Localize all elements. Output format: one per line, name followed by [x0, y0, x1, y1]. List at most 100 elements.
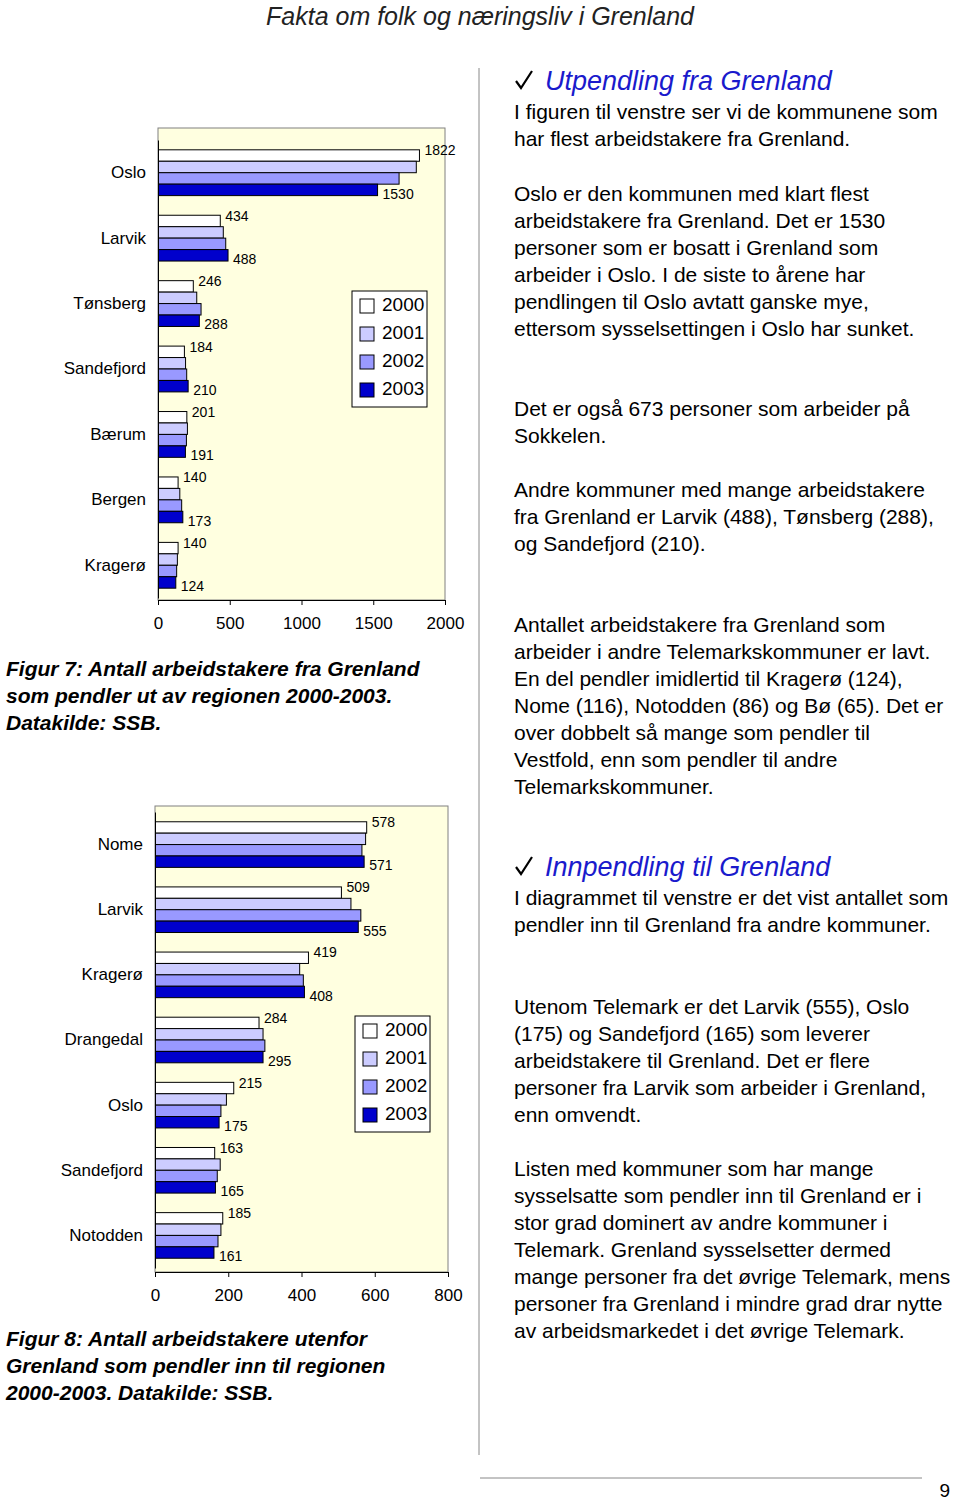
- section-heading: Innpendling til Grenland: [545, 852, 830, 883]
- legend-swatch: [363, 1052, 377, 1066]
- bar: [155, 898, 351, 909]
- tick: Sandefjord: [64, 359, 158, 378]
- legend: 2000 2001 2002 2003: [355, 1016, 430, 1132]
- tick-label: 2000: [427, 614, 465, 633]
- page-header: Fakta om folk og næringsliv i Grenland: [0, 2, 960, 31]
- plot-area: [155, 806, 448, 1272]
- paragraph: Andre kommuner med mange arbeidstakere f…: [514, 476, 954, 557]
- data-label: 175: [224, 1118, 248, 1134]
- data-label: 509: [346, 879, 370, 895]
- tick: Sandefjord: [61, 1161, 155, 1180]
- bar: [155, 1040, 265, 1051]
- chart: 0200400600800NomeLarvikKragerøDrangedalO…: [61, 806, 463, 1305]
- bar: [155, 1182, 215, 1193]
- bar: [158, 315, 199, 326]
- bar: [158, 184, 378, 195]
- bar: [155, 822, 367, 833]
- bar: [155, 1082, 234, 1093]
- data-label: 295: [268, 1053, 292, 1069]
- tick-label: 500: [216, 614, 244, 633]
- legend-item: 2002: [363, 1075, 427, 1096]
- bar: [155, 1224, 221, 1235]
- legend-item: 2003: [363, 1103, 427, 1124]
- legend-box: [355, 1016, 430, 1132]
- data-label: 571: [369, 857, 393, 873]
- legend-swatch: [360, 355, 374, 369]
- bar: [158, 346, 184, 357]
- bar: [155, 1051, 263, 1062]
- category-label: Kragerø: [82, 965, 143, 984]
- chart: 0500100015002000OsloLarvikTønsbergSandef…: [64, 128, 465, 633]
- y-axis: OsloLarvikTønsbergSandefjordBærumBergenK…: [64, 141, 159, 599]
- data-label: 191: [190, 447, 214, 463]
- tick: 400: [288, 1272, 316, 1305]
- figure-caption: Figur 7: Antall arbeidstakere fra Grenla…: [6, 655, 436, 736]
- legend-swatch: [363, 1108, 377, 1122]
- bar: [155, 1247, 214, 1258]
- tick: Kragerø: [85, 556, 158, 575]
- data-label: 246: [198, 273, 222, 289]
- bar: [155, 845, 362, 856]
- bar: [158, 577, 176, 588]
- data-label: 284: [264, 1010, 288, 1026]
- tick-mark: [302, 1272, 303, 1277]
- tick: Larvik: [98, 900, 155, 919]
- tick-mark: [448, 1272, 449, 1277]
- tick: Larvik: [101, 229, 158, 248]
- bar: [158, 215, 220, 226]
- bar: [155, 1117, 219, 1128]
- data-label: 201: [192, 404, 216, 420]
- paragraph: I figuren til venstre ser vi de kommunen…: [514, 98, 954, 152]
- data-label: 1822: [424, 142, 455, 158]
- tick: Drangedal: [65, 1030, 155, 1049]
- data-label: 578: [372, 814, 396, 830]
- legend-item: 2000: [360, 294, 424, 315]
- legend-item: 2000: [363, 1019, 427, 1040]
- data-label: 185: [228, 1205, 252, 1221]
- y-axis: NomeLarvikKragerøDrangedalOsloSandefjord…: [61, 813, 156, 1269]
- legend-label: 2003: [385, 1103, 427, 1124]
- axis-line: [155, 813, 156, 1269]
- check-icon: [516, 71, 532, 88]
- legend-item: 2001: [363, 1047, 427, 1068]
- category-label: Kragerø: [85, 556, 146, 575]
- bar: [158, 511, 183, 522]
- tick-mark: [158, 600, 159, 605]
- tick: Notodden: [69, 1226, 155, 1245]
- data-label: 555: [363, 923, 387, 939]
- legend-swatch: [360, 299, 374, 313]
- tick: 0: [154, 600, 163, 633]
- bar: [155, 1029, 263, 1040]
- bar: [155, 1105, 221, 1116]
- bar: [158, 358, 186, 369]
- data-label: 173: [188, 513, 212, 529]
- category-label: Larvik: [98, 900, 144, 919]
- plot-area: [158, 128, 445, 600]
- tick-label: 200: [215, 1286, 243, 1305]
- bar: [158, 173, 399, 184]
- bar: [158, 281, 193, 292]
- tick-label: 0: [154, 614, 163, 633]
- bar: [155, 952, 308, 963]
- legend-label: 2002: [385, 1075, 427, 1096]
- tick-label: 1000: [283, 614, 321, 633]
- paragraph: Det er også 673 personer som arbeider på…: [514, 395, 954, 449]
- data-labels: 1822434246184201140140153048828821019117…: [181, 142, 456, 594]
- bar: [155, 1094, 226, 1105]
- axis-line: [159, 601, 446, 606]
- bar: [158, 488, 180, 499]
- bar: [158, 238, 226, 249]
- paragraph: Oslo er den kommunen med klart flest arb…: [514, 180, 954, 342]
- x-axis: 0500100015002000: [154, 600, 465, 633]
- data-label: 288: [204, 316, 228, 332]
- section-heading: Utpendling fra Grenland: [545, 66, 832, 97]
- check-icon: [516, 857, 532, 874]
- bar: [155, 986, 304, 997]
- page: 90500100015002000OsloLarvikTønsbergSande…: [0, 0, 960, 1500]
- bars: [155, 822, 367, 1258]
- data-label: 124: [181, 578, 205, 594]
- bar: [155, 833, 366, 844]
- legend-label: 2002: [382, 350, 424, 371]
- bar: [158, 292, 197, 303]
- legend: 2000200120022003: [352, 291, 427, 407]
